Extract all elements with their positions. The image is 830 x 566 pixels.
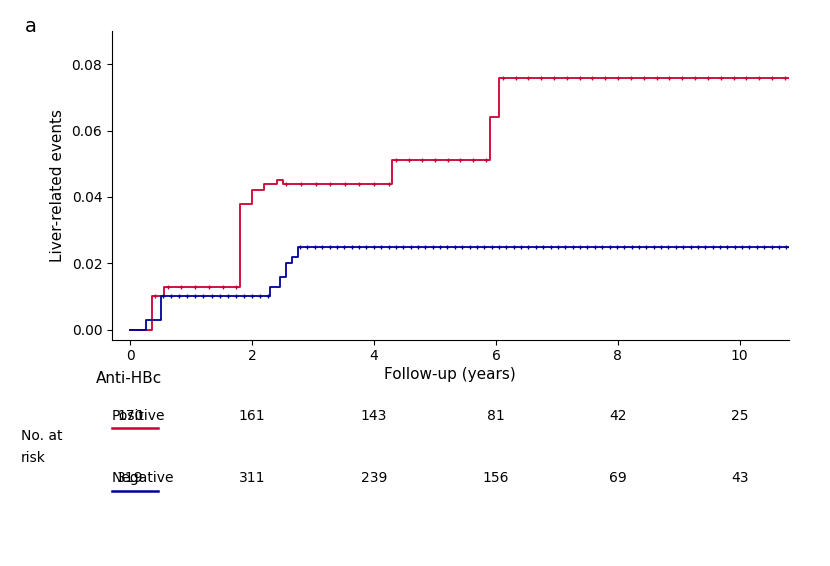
Text: 43: 43 bbox=[731, 471, 749, 485]
Text: 319: 319 bbox=[117, 471, 144, 485]
Text: risk: risk bbox=[21, 452, 46, 465]
Text: a: a bbox=[25, 17, 37, 36]
Text: No. at: No. at bbox=[21, 429, 62, 443]
Text: 156: 156 bbox=[483, 471, 510, 485]
Text: 81: 81 bbox=[487, 409, 505, 423]
Text: Anti-HBc: Anti-HBc bbox=[95, 371, 162, 386]
Text: Positive: Positive bbox=[112, 409, 165, 423]
Text: 311: 311 bbox=[239, 471, 266, 485]
Text: 143: 143 bbox=[361, 409, 388, 423]
Text: 239: 239 bbox=[361, 471, 388, 485]
Text: 69: 69 bbox=[609, 471, 627, 485]
X-axis label: Follow-up (years): Follow-up (years) bbox=[384, 367, 516, 383]
Text: 25: 25 bbox=[731, 409, 749, 423]
Text: 161: 161 bbox=[239, 409, 266, 423]
Text: 170: 170 bbox=[117, 409, 144, 423]
Y-axis label: Liver-related events: Liver-related events bbox=[50, 109, 65, 262]
Text: 42: 42 bbox=[609, 409, 627, 423]
Text: Negative: Negative bbox=[112, 471, 174, 485]
